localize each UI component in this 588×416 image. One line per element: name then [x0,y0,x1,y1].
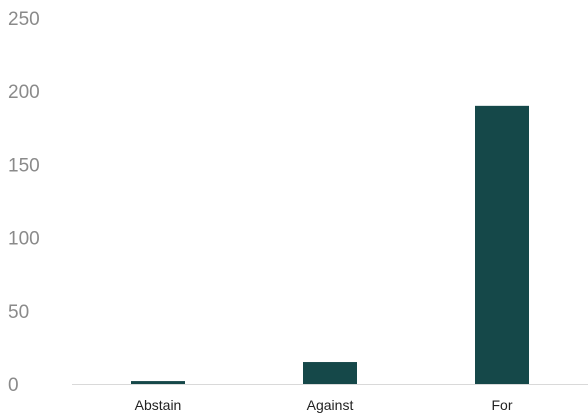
bars [131,105,529,384]
y-axis-tick-labels: 0 50 100 150 200 250 [8,9,40,396]
bar-abstain [131,381,185,384]
y-tick-label: 150 [8,155,40,176]
x-axis-category-labels: Abstain Against For [135,397,513,413]
y-tick-label: 0 [8,375,19,396]
bar-against [303,362,357,384]
x-tick-label-for: For [492,397,513,413]
y-tick-label: 50 [8,302,29,323]
y-tick-label: 100 [8,229,40,250]
bar-for [475,105,529,384]
y-tick-label: 200 [8,82,40,103]
x-tick-label-against: Against [307,397,354,413]
x-tick-label-abstain: Abstain [135,397,182,413]
y-tick-label: 250 [8,9,40,30]
